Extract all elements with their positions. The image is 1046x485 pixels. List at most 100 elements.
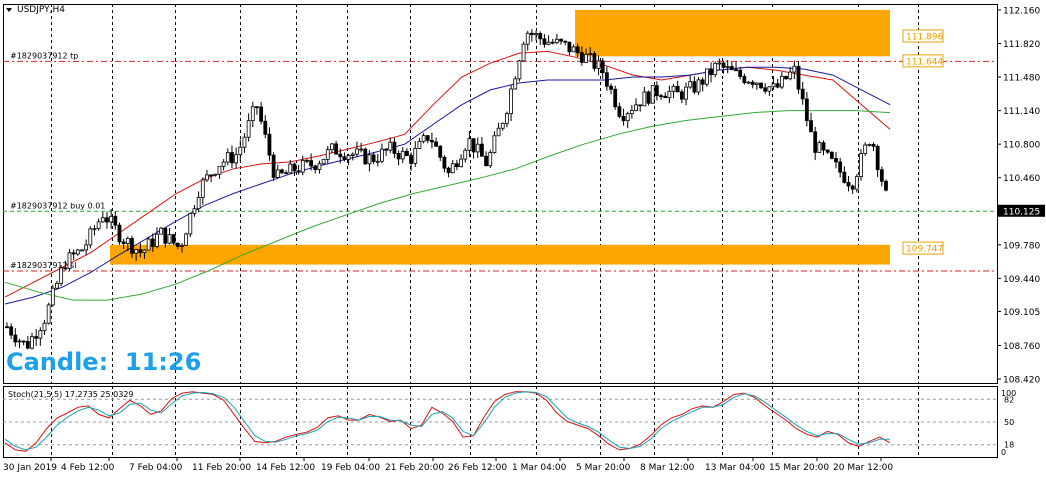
candle-body [313,165,318,171]
candle-body [221,161,226,167]
candle-body [509,88,513,115]
candle-body [284,172,289,175]
candle-body [67,252,72,270]
candle-body [450,163,455,174]
candle-body [80,249,84,252]
candle-body [596,60,601,69]
candle-body [446,167,451,174]
candle-body [879,169,884,182]
time-axis-label: 4 Feb 12:00 [61,463,115,473]
candle-body [475,143,480,153]
time-axis-label: 14 Feb 12:00 [256,463,315,473]
candle-body [71,252,76,255]
candle-body [388,141,393,151]
candle-body [46,304,51,324]
supply-demand-zone [110,244,890,265]
candle-body [459,158,463,168]
stoch-axis-label: 100 [1001,389,1016,398]
candle-body [834,158,838,163]
candle-body [30,336,34,349]
candle-body [638,104,643,107]
candle-body [334,143,339,155]
candle-body [75,249,80,255]
candle-body [59,267,64,284]
stoch-axis-label: 50 [1004,418,1014,427]
candle-body [238,146,243,156]
price-axis-label: 109.105 [1003,308,1040,318]
candle-body [825,149,830,153]
trade-line-label: #1829037912 tp [10,51,78,60]
stoch-line-0 [4,391,891,452]
candle-body [371,154,376,162]
candle-body [813,131,818,153]
candle-body [109,215,114,223]
candle-body [471,138,476,153]
candle-body [146,238,151,251]
time-axis-label: 19 Feb 04:00 [321,463,380,473]
candle-body [375,160,380,163]
candles-group [5,29,888,350]
candle-body [271,154,276,178]
candle-body [113,215,118,226]
price-axis-label: 110.460 [1003,174,1040,184]
candle-body [250,106,255,122]
candle-body [763,87,768,92]
candle-body [9,326,14,336]
candle-body [617,106,622,117]
main-pane-frame [3,4,998,384]
candle-body [255,106,259,109]
candle-body [688,81,693,88]
candle-body [584,54,588,63]
candle-body [292,163,297,172]
candle-body [188,213,193,235]
candle-body [192,208,197,214]
price-axis-label: 108.420 [1003,376,1040,386]
candle-body [171,234,176,244]
candle-body [413,148,418,164]
candle-body [792,65,797,73]
candle-body [842,171,847,183]
candle-body [350,153,355,156]
candle-body [500,122,505,129]
candle-body [230,152,234,164]
candle-body [621,116,626,122]
time-axis-label: 26 Feb 12:00 [448,463,507,473]
candle-body [175,242,180,247]
stoch-line-1 [4,391,890,451]
candle-body [721,62,726,68]
candle-body [838,161,843,173]
candle-body [538,33,543,40]
candle-body [684,86,688,100]
candle-body [63,267,68,270]
candle-body [784,75,788,80]
candle-body [554,38,559,44]
candle-body [788,71,793,80]
candle-body [430,140,434,143]
candle-body [675,85,680,93]
candle-body [346,155,351,160]
candle-body [659,95,663,98]
candle-body [321,158,326,165]
candle-body [729,66,734,71]
candle-body [259,106,264,122]
candle-body [184,233,189,246]
price-axis-label: 110.800 [1003,141,1040,151]
candle-body [775,83,780,88]
candle-timer: Candle: 11:26 [6,348,201,376]
candle-body [367,154,372,165]
candle-body [696,79,701,93]
candle-body [50,287,55,306]
candle-body [488,152,493,167]
candle-body [309,160,314,167]
candle-body [679,91,684,100]
candle-body [267,133,272,156]
candle-body [280,169,284,174]
candle-body [850,185,855,190]
candle-body [338,153,343,158]
candle-body [492,135,497,154]
candle-body [159,227,164,235]
candle-body [405,150,409,156]
candle-body [634,104,638,111]
